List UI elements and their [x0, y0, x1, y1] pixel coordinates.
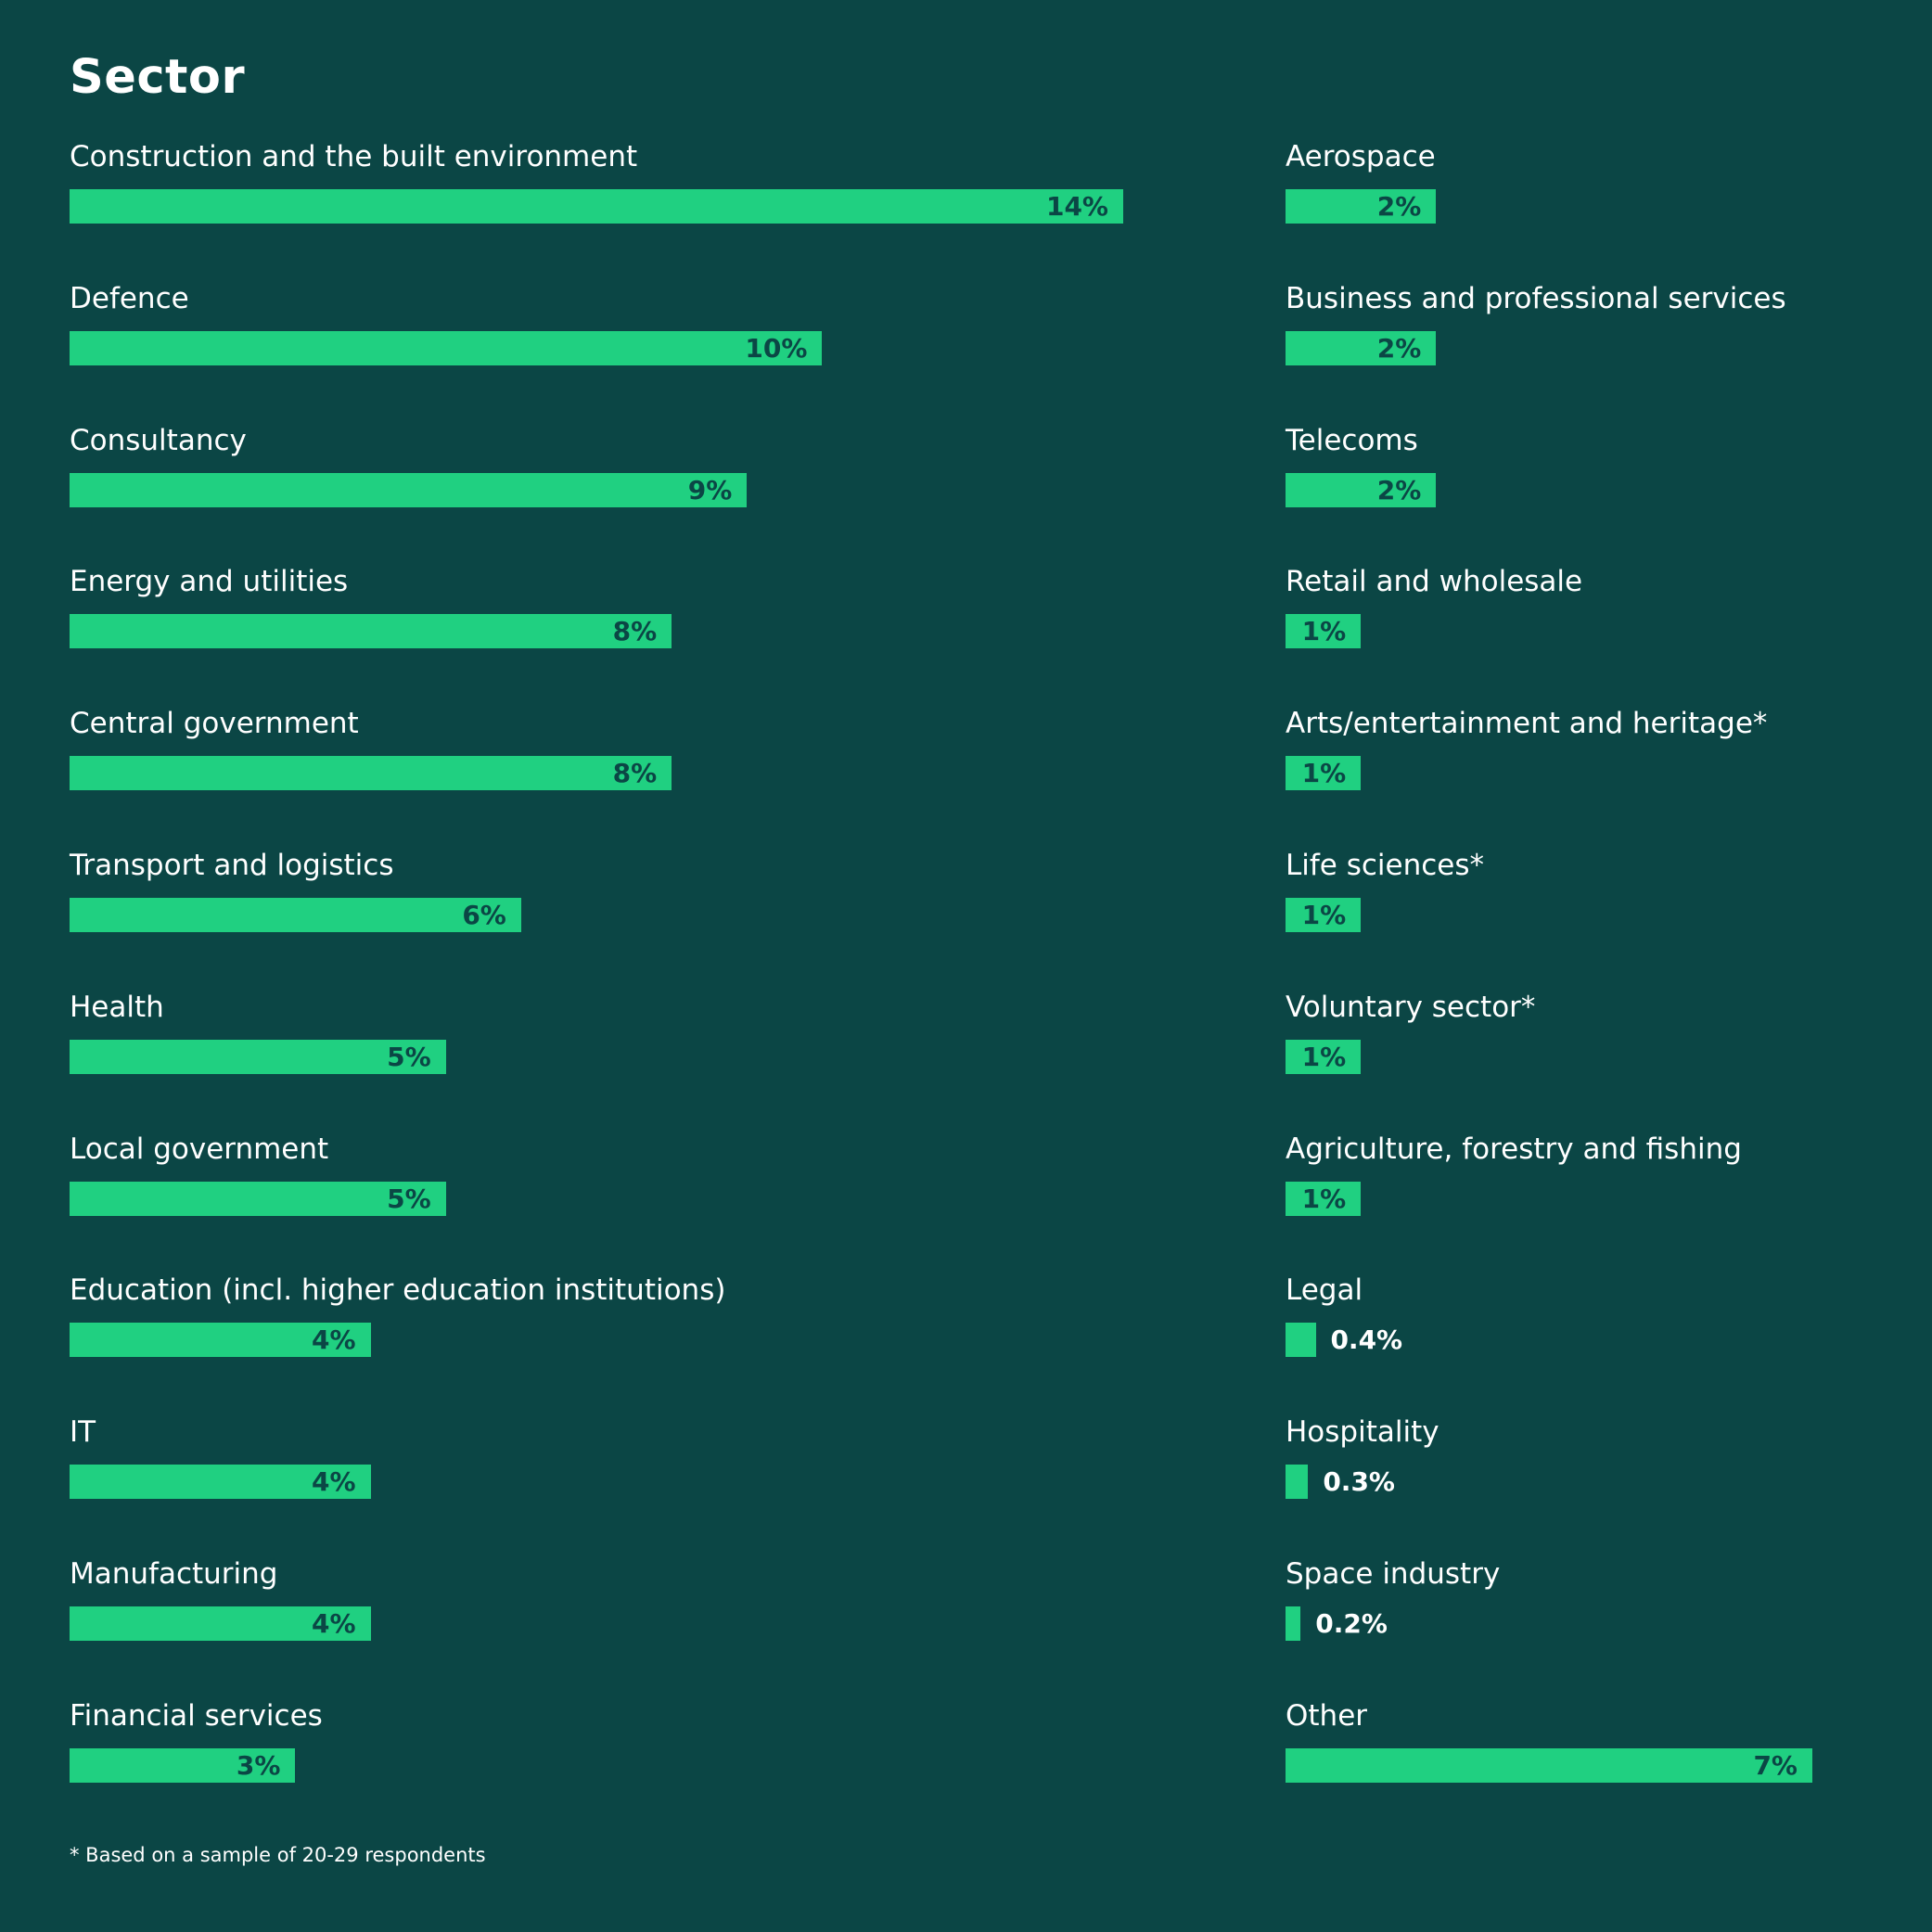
- value-label: 6%: [462, 900, 506, 930]
- category-label: Other: [1286, 1698, 1368, 1733]
- bar-item: IT 4%: [70, 1416, 867, 1528]
- bar: [1286, 1465, 1309, 1500]
- bar-item: Energy and utilities 8%: [70, 566, 867, 677]
- bar-item: Consultancy 9%: [70, 423, 867, 536]
- category-label: Agriculture, forestry and fishing: [1286, 1132, 1742, 1166]
- category-label: Aerospace: [1286, 140, 1436, 173]
- category-label: IT: [70, 1415, 96, 1450]
- bar-item: Central government 8%: [70, 708, 867, 819]
- bar: [70, 1465, 371, 1500]
- category-label: Defence: [70, 281, 189, 315]
- footnote: * Based on a sample of 20-29 respondents: [70, 1844, 486, 1866]
- bar: [1286, 1039, 1362, 1074]
- category-label: Education (incl. higher education instit…: [70, 1273, 726, 1308]
- bar: [70, 1606, 371, 1641]
- value-label: 5%: [387, 1183, 431, 1214]
- category-label: Local government: [70, 1132, 329, 1166]
- bar-item: Legal 0.4%: [1286, 1274, 1932, 1386]
- value-label: 5%: [387, 1041, 431, 1072]
- value-label: 10%: [745, 332, 808, 364]
- bar-item: Defence 10%: [70, 283, 867, 394]
- bar-item: Business and professional services 2%: [1286, 283, 1932, 394]
- value-label: 0.2%: [1315, 1608, 1388, 1639]
- bar-item: Financial services 3%: [70, 1700, 867, 1811]
- value-label: 8%: [612, 616, 658, 647]
- bar: [70, 1039, 446, 1074]
- category-label: Telecoms: [1286, 423, 1418, 457]
- bar: [70, 614, 672, 649]
- category-label: Consultancy: [70, 423, 247, 457]
- value-label: 0.3%: [1323, 1466, 1395, 1498]
- bar: [1286, 1181, 1362, 1216]
- bar: [1286, 1606, 1301, 1641]
- category-label: Retail and wholesale: [1286, 565, 1583, 599]
- bar: [70, 472, 748, 507]
- bar: [70, 330, 823, 365]
- bar: [1286, 1323, 1316, 1358]
- bar: [70, 189, 1123, 224]
- bar: [70, 898, 521, 932]
- category-label: Health: [70, 990, 164, 1024]
- bar: [70, 1323, 371, 1358]
- bar: [1286, 330, 1437, 365]
- category-label: Legal: [1286, 1273, 1363, 1308]
- category-label: Arts/entertainment and heritage*: [1286, 707, 1768, 741]
- value-label: 4%: [312, 1608, 356, 1639]
- bar: [1286, 756, 1362, 791]
- bar-item: Retail and wholesale 1%: [1286, 566, 1932, 677]
- bar: [1286, 472, 1437, 507]
- value-label: 14%: [1045, 191, 1108, 222]
- category-label: Space industry: [1286, 1557, 1501, 1591]
- value-label: 1%: [1301, 900, 1347, 930]
- bar-item: Telecoms 2%: [1286, 423, 1932, 536]
- bar-item: Other 7%: [1286, 1700, 1932, 1811]
- value-label: 1%: [1301, 616, 1347, 647]
- bar: [1286, 1747, 1812, 1783]
- value-label: 2%: [1376, 474, 1422, 505]
- bar: [1286, 614, 1362, 649]
- bar: [1286, 189, 1437, 224]
- bar-item: Aerospace 2%: [1286, 141, 1932, 252]
- value-label: 0.4%: [1330, 1324, 1403, 1356]
- value-label: 8%: [612, 758, 658, 789]
- bar-item: Agriculture, forestry and fishing 1%: [1286, 1132, 1932, 1245]
- value-label: 1%: [1301, 1041, 1347, 1072]
- value-label: 1%: [1301, 1183, 1347, 1214]
- value-label: 2%: [1376, 191, 1422, 222]
- bar: [1286, 898, 1362, 932]
- bar-item: Construction and the built environment 14…: [70, 140, 1123, 252]
- bar-item: Education (incl. higher education instit…: [70, 1274, 867, 1386]
- bar-item: Manufacturing 4%: [70, 1558, 867, 1670]
- category-label: Business and professional services: [1286, 281, 1786, 315]
- bar-item: Transport and logistics 6%: [70, 850, 867, 961]
- bar-item: Hospitality 0.3%: [1286, 1416, 1932, 1528]
- bar-item: Arts/entertainment and heritage* 1%: [1286, 708, 1932, 819]
- bar: [70, 1747, 296, 1783]
- category-label: Financial services: [70, 1698, 323, 1733]
- value-label: 3%: [236, 1749, 281, 1781]
- value-label: 2%: [1376, 332, 1422, 364]
- bar-item: Space industry 0.2%: [1286, 1558, 1932, 1670]
- value-label: 1%: [1301, 758, 1347, 789]
- value-label: 9%: [687, 474, 733, 505]
- category-label: Hospitality: [1286, 1415, 1439, 1450]
- category-label: Energy and utilities: [70, 565, 349, 599]
- bar-item: Life sciences* 1%: [1286, 850, 1932, 961]
- bar-item: Health 5%: [70, 992, 867, 1103]
- value-label: 4%: [312, 1466, 356, 1498]
- category-label: Voluntary sector*: [1286, 990, 1536, 1024]
- category-label: Construction and the built environment: [70, 140, 638, 173]
- category-label: Life sciences*: [1286, 849, 1485, 882]
- chart-title: Sector: [70, 50, 246, 105]
- category-label: Central government: [70, 707, 359, 741]
- value-label: 7%: [1753, 1749, 1798, 1781]
- bar-item: Local government 5%: [70, 1132, 867, 1245]
- category-label: Transport and logistics: [70, 849, 394, 882]
- value-label: 4%: [312, 1324, 356, 1356]
- bar: [70, 756, 672, 791]
- bar: [70, 1181, 446, 1216]
- category-label: Manufacturing: [70, 1557, 278, 1591]
- bar-item: Voluntary sector* 1%: [1286, 992, 1932, 1103]
